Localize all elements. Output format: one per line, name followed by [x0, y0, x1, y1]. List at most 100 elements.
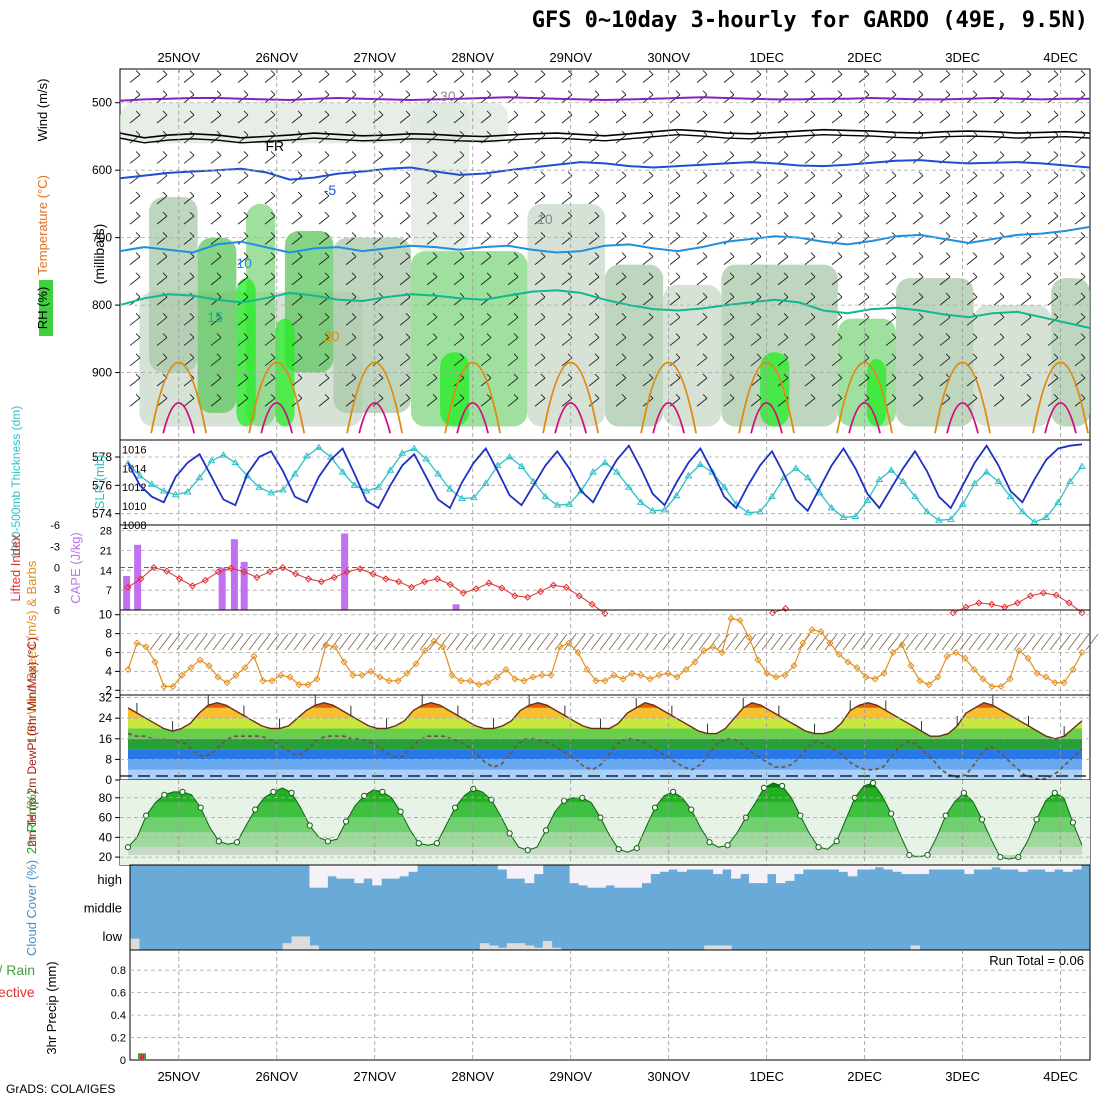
- wind-barb-flag: [216, 313, 222, 318]
- wind-barb: [1074, 215, 1086, 225]
- wind-barb-flag: [972, 393, 978, 399]
- slp-point: [899, 477, 908, 485]
- cloud-high-bar: [632, 865, 642, 888]
- wind-barb: [480, 114, 492, 124]
- wind-barb-flag: [270, 232, 276, 237]
- rh2m-point: [542, 827, 550, 834]
- wind10-point: [142, 643, 150, 651]
- lifted-index-point: [240, 568, 248, 576]
- wind-barb-flag: [567, 151, 573, 156]
- lifted-index-point: [537, 588, 545, 596]
- wind-barb-flag: [243, 353, 249, 359]
- wind-barb-flag: [432, 191, 438, 197]
- surface-wind-barb: [644, 633, 658, 651]
- surface-wind-barb: [455, 633, 469, 651]
- wind-barb-flag: [972, 171, 978, 176]
- wind-barb: [912, 175, 924, 185]
- wind-barb: [426, 337, 438, 346]
- wind-barb-flag: [702, 393, 708, 399]
- wind-barb: [156, 195, 168, 205]
- wind-barb: [804, 134, 816, 144]
- slp-point: [708, 468, 717, 475]
- cloud-high-bar: [363, 865, 373, 879]
- slp-point: [291, 470, 299, 477]
- cloud-high-bar: [784, 865, 795, 881]
- wind-barb-flag: [891, 90, 897, 96]
- wind-barb-flag: [540, 313, 546, 318]
- wind-barb-flag: [1053, 151, 1059, 156]
- wind10-point: [835, 650, 843, 658]
- wind-barb: [723, 195, 735, 205]
- surface-wind-barb: [1076, 633, 1090, 651]
- surface-wind-barb: [878, 633, 892, 651]
- y-tick-label: 900: [92, 366, 112, 380]
- wind-barb: [804, 316, 816, 326]
- wind-barb-flag: [675, 313, 681, 318]
- wind-barb: [453, 175, 465, 185]
- temp-band: [128, 769, 1082, 780]
- wind-barb: [318, 397, 330, 407]
- wind-barb-flag: [189, 70, 195, 75]
- wind-barb-flag: [1080, 333, 1086, 338]
- wind-barb: [183, 276, 195, 286]
- wind-barb-flag: [756, 151, 762, 156]
- cloud-high-bar: [946, 865, 956, 870]
- wind-barb: [939, 195, 951, 205]
- wind-barb-flag: [864, 90, 870, 96]
- wind-barb-flag: [324, 313, 330, 318]
- slp-tick-label: 1008: [122, 520, 146, 532]
- rh2m-point: [306, 822, 313, 829]
- wind-barb-flag: [675, 232, 681, 237]
- slp-point: [410, 444, 419, 451]
- lifted-index-point: [485, 579, 493, 587]
- wind-barb: [669, 134, 681, 144]
- wind-barb-flag: [675, 272, 681, 278]
- wind-barb: [804, 114, 816, 124]
- wind-barb-flag: [648, 90, 654, 96]
- wind-barb-flag: [405, 90, 411, 96]
- wind-barb-flag: [567, 171, 573, 176]
- wind-barb: [291, 276, 303, 286]
- wind-barb: [966, 256, 978, 265]
- temp-arch-25: [946, 402, 979, 434]
- wind-barb-flag: [972, 272, 978, 278]
- wind-barb-flag: [297, 313, 303, 318]
- wind-barb-flag: [648, 232, 654, 237]
- wind-barb-flag: [1026, 252, 1032, 257]
- wind-barb-flag: [432, 151, 438, 156]
- wind-barb-flag: [594, 373, 600, 379]
- date-label-bottom: 27NOV: [353, 1069, 396, 1084]
- date-label-bottom: 30NOV: [647, 1069, 690, 1084]
- wind-barb-flag: [189, 151, 195, 156]
- wind-barb-flag: [513, 313, 519, 318]
- lifted-index-point: [227, 564, 235, 572]
- wind-barb: [993, 256, 1005, 265]
- wind-barb-flag: [945, 272, 951, 278]
- wind-barb-flag: [297, 333, 303, 338]
- wind-barb: [534, 357, 546, 367]
- slp-point: [1066, 477, 1074, 485]
- wind-barb: [129, 114, 141, 124]
- surface-wind-barb: [302, 633, 316, 651]
- wind-barb-flag: [621, 353, 627, 359]
- wind-barb: [993, 397, 1005, 407]
- wind-barb: [642, 296, 654, 306]
- y-tick-label: 6: [105, 646, 112, 660]
- surface-wind-barb: [770, 633, 784, 651]
- wind-barb-flag: [702, 272, 708, 278]
- wind-barb-flag: [459, 393, 465, 399]
- cloud-high-bar: [802, 865, 813, 870]
- wind-barb: [507, 316, 519, 326]
- surface-wind-barb: [635, 633, 649, 651]
- wind-barb: [399, 296, 411, 306]
- wind-barb-flag: [783, 292, 789, 298]
- wind-barb: [264, 337, 276, 346]
- wind10-point: [664, 669, 672, 677]
- wind10-point: [592, 677, 600, 685]
- wind-barb: [1074, 74, 1086, 83]
- wind-barb: [615, 215, 627, 225]
- wind10-point: [232, 671, 240, 679]
- wind-barb-flag: [999, 313, 1005, 318]
- wind-barb-flag: [378, 191, 384, 197]
